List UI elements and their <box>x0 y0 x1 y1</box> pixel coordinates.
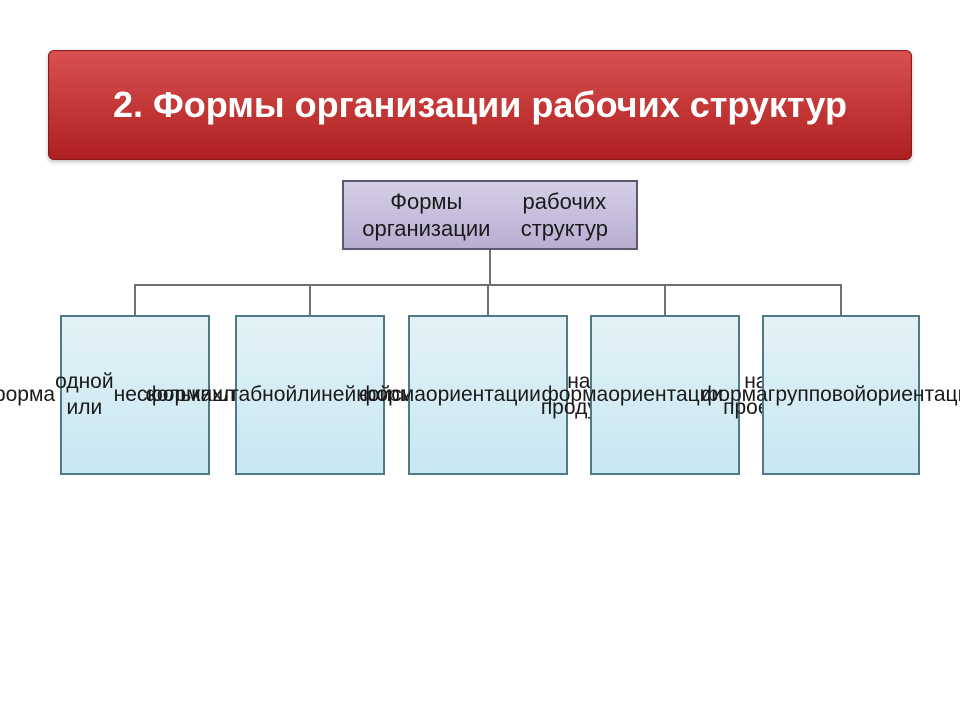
org-chart-child-line: форма <box>701 382 768 408</box>
org-chart-child-line: форма <box>359 382 426 408</box>
slide-title: 2. Формы организации рабочих структур <box>48 50 912 160</box>
org-chart: Формы организациирабочих структур формао… <box>0 170 960 530</box>
org-chart-child-line: групповой <box>768 382 866 408</box>
org-chart-child: формагрупповойориентации <box>762 315 920 475</box>
org-chart-child-line: штабной <box>212 382 297 408</box>
org-chart-child-line: ориентации <box>426 382 541 408</box>
slide: 2. Формы организации рабочих структур Фо… <box>0 0 960 720</box>
org-chart-root-line: Формы организации <box>352 188 501 243</box>
org-chart-child-line: форма <box>541 382 608 408</box>
org-chart-child-line: одной или <box>55 369 113 422</box>
slide-title-text: 2. Формы организации рабочих структур <box>113 84 847 125</box>
org-chart-root: Формы организациирабочих структур <box>342 180 638 250</box>
org-chart-child-line: форма <box>0 382 55 408</box>
org-chart-child-line: ориентации <box>866 382 960 408</box>
org-chart-child-line: форма <box>145 382 212 408</box>
org-chart-root-line: рабочих структур <box>501 188 628 243</box>
